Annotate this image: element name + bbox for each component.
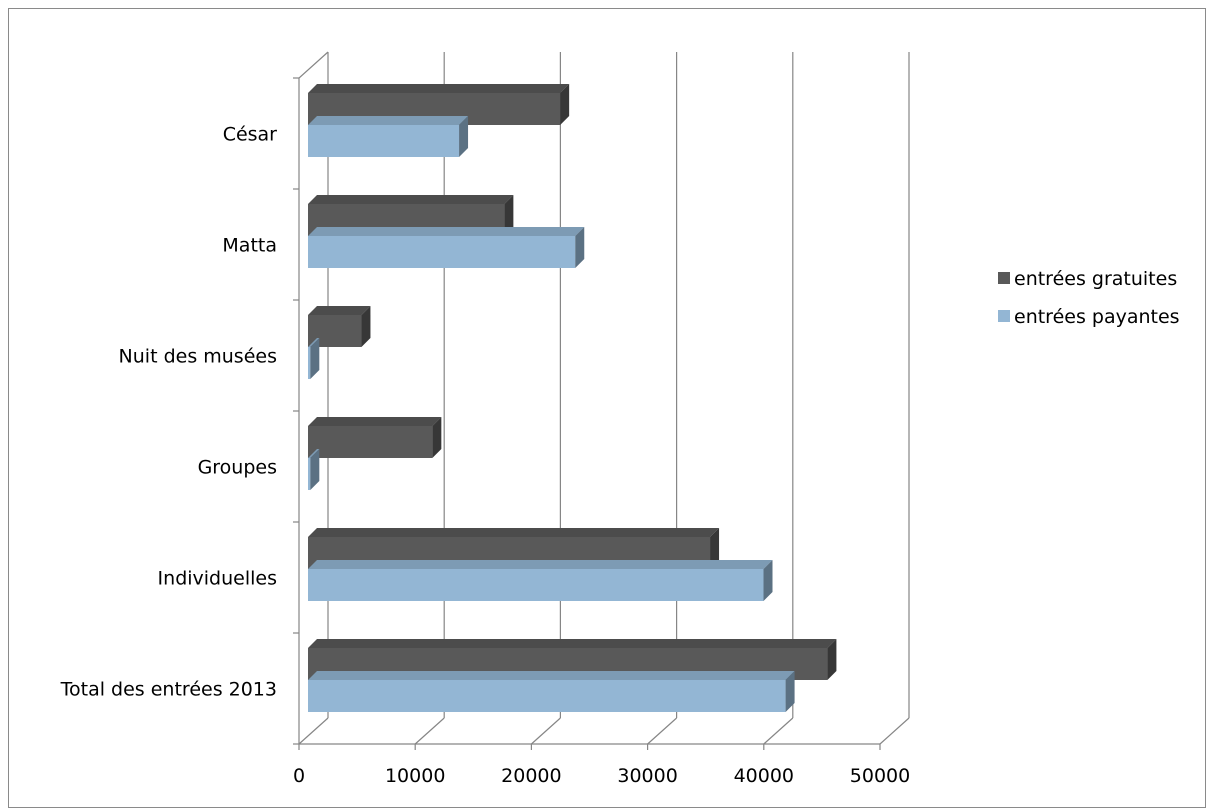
y-category-label: César xyxy=(223,124,277,146)
floor-gridline xyxy=(647,717,678,745)
bar-end-face xyxy=(459,116,469,157)
legend-label: entrées gratuites xyxy=(1014,268,1177,290)
bar-top-face xyxy=(308,528,720,537)
bar-top-face xyxy=(308,560,773,569)
y-category-label: Individuelles xyxy=(158,568,277,590)
bar-end-face xyxy=(504,195,514,236)
bar xyxy=(308,426,433,458)
bar-top-face xyxy=(308,671,795,680)
bar-end-face xyxy=(785,671,795,712)
bar-top-face xyxy=(308,417,442,426)
legend: entrées gratuites entrées payantes xyxy=(998,268,1180,328)
bar-end-face xyxy=(560,84,570,125)
y-category-label: Nuit des musées xyxy=(119,346,277,368)
legend-swatch xyxy=(998,310,1010,322)
legend-label: entrées payantes xyxy=(1014,306,1180,328)
bar-top-face xyxy=(308,306,371,315)
bar-end-face xyxy=(575,227,585,268)
bar-end-face xyxy=(432,417,442,458)
legend-swatch xyxy=(998,272,1010,284)
bar-end-face xyxy=(310,338,320,379)
bar-end-face xyxy=(827,639,837,680)
bar-top-face xyxy=(308,639,837,648)
floor-gridline xyxy=(763,717,794,745)
bar xyxy=(308,569,764,601)
y-category-label: Groupes xyxy=(198,457,277,479)
x-tick-label: 40000 xyxy=(734,765,794,787)
bar-end-face xyxy=(361,306,371,347)
chart-walls xyxy=(293,51,880,745)
floor-gridline xyxy=(414,717,445,745)
bar xyxy=(308,125,460,157)
bar-end-face xyxy=(710,528,720,569)
gridlines xyxy=(298,52,910,750)
x-tick-label: 20000 xyxy=(501,765,561,787)
bar-top-face xyxy=(308,84,570,93)
bar-top-face xyxy=(308,195,514,204)
bar xyxy=(308,458,311,490)
x-tick-label: 10000 xyxy=(385,765,445,787)
floor-gridline xyxy=(530,717,561,745)
bar xyxy=(308,680,786,712)
x-tick-label: 50000 xyxy=(850,765,910,787)
y-axis-labels: Total des entrées 2013 Individuelles Group… xyxy=(60,124,278,701)
bar-top-face xyxy=(308,227,585,236)
floor-left-edge xyxy=(298,717,329,745)
bar-top-face xyxy=(308,116,469,125)
bar-top-face xyxy=(308,449,320,458)
x-tick-label: 30000 xyxy=(617,765,677,787)
bars xyxy=(308,84,837,712)
bar-end-face xyxy=(763,560,773,601)
bar-end-face xyxy=(310,449,320,490)
y-category-label: Total des entrées 2013 xyxy=(60,679,277,701)
x-axis-ticks: 0 10000 20000 30000 40000 50000 xyxy=(293,765,910,787)
y-category-label: Matta xyxy=(222,235,277,257)
bar xyxy=(308,236,576,268)
bar xyxy=(308,347,311,379)
x-tick-label: 0 xyxy=(293,765,305,787)
floor-gridline xyxy=(879,717,910,745)
bar-top-face xyxy=(308,338,320,347)
